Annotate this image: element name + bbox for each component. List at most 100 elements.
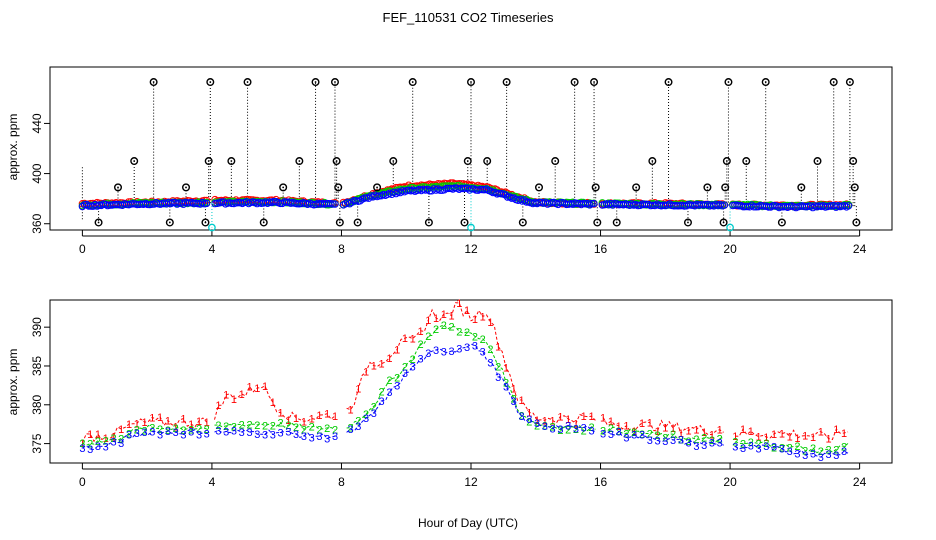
series-2-marker: 2 <box>371 401 377 413</box>
outlier-point <box>114 183 123 192</box>
series-2-marker: 2 <box>316 424 322 436</box>
outlier-point-dot <box>204 221 207 224</box>
series-3-marker: 3 <box>841 446 847 458</box>
outlier-point-dot <box>466 160 469 162</box>
series-2-marker: 2 <box>511 393 517 405</box>
series-2-line <box>735 441 849 454</box>
series-2-marker: 2 <box>449 322 455 334</box>
bottom-y-tick-label: 390 <box>30 317 44 337</box>
outlier-point-dot <box>133 160 136 162</box>
series-3-marker: 3 <box>623 432 629 444</box>
outlier-point-dot <box>411 81 414 83</box>
baseline-blue-point <box>482 185 491 193</box>
series-3-marker: 3 <box>787 446 793 458</box>
series-3-marker: 3 <box>204 429 210 441</box>
series-3-marker: 3 <box>825 449 831 461</box>
series-1-marker: 1 <box>503 362 509 374</box>
outlier-point <box>460 218 469 227</box>
series-2-marker: 2 <box>503 378 509 390</box>
top-y-axis-label: approx. ppm <box>6 114 20 181</box>
outlier-point-dot <box>282 186 285 189</box>
series-3-marker: 3 <box>732 442 738 454</box>
series-1-marker: 1 <box>246 382 252 394</box>
series-2-marker: 2 <box>79 438 85 450</box>
series-1-marker: 1 <box>417 326 423 338</box>
series-3-marker: 3 <box>701 440 707 452</box>
series-1-line <box>81 416 208 444</box>
series-1-marker: 1 <box>511 383 517 395</box>
series-3-marker: 3 <box>511 396 517 408</box>
outlier-point <box>850 183 859 192</box>
outlier-point <box>518 218 527 227</box>
series-2-marker: 2 <box>534 421 540 433</box>
series-3-marker: 3 <box>709 437 715 449</box>
series-3-marker: 3 <box>678 434 684 446</box>
series-2-marker: 2 <box>740 439 746 451</box>
series-2-marker: 2 <box>472 331 478 343</box>
series-1-marker: 1 <box>841 428 847 440</box>
series-2-marker: 2 <box>701 433 707 445</box>
series-3-marker: 3 <box>600 428 606 440</box>
outlier-point-dot <box>505 81 508 83</box>
series-3-marker: 3 <box>557 424 563 436</box>
series-2-marker: 2 <box>833 444 839 456</box>
series-3-marker: 3 <box>456 344 462 356</box>
outlier-point <box>722 157 731 166</box>
baseline-blue-point <box>388 190 396 199</box>
series-1-marker: 1 <box>180 414 186 426</box>
outlier-point <box>353 218 362 227</box>
series-1-marker: 1 <box>616 421 622 433</box>
series-1-marker: 1 <box>542 415 548 427</box>
series-1-marker: 1 <box>363 367 369 379</box>
series-1-marker: 1 <box>756 432 762 444</box>
series-2-marker: 2 <box>495 361 501 373</box>
series-1-marker: 1 <box>239 389 245 401</box>
outlier-point <box>295 157 304 166</box>
series-1-marker: 1 <box>534 415 540 427</box>
outlier-point-dot <box>463 221 466 224</box>
outlier-point-dot <box>651 160 654 162</box>
series-3-marker: 3 <box>79 443 85 455</box>
series-2-marker: 2 <box>678 434 684 446</box>
series-3-marker: 3 <box>316 431 322 443</box>
series-1-marker: 1 <box>231 394 237 406</box>
series-2-marker: 2 <box>110 433 116 445</box>
bottom-x-tick-label: 4 <box>209 475 216 489</box>
series-3-marker: 3 <box>355 421 361 433</box>
series-2-marker: 2 <box>802 446 808 458</box>
series-3-marker: 3 <box>87 444 93 456</box>
series-2-marker: 2 <box>309 422 315 434</box>
bottom-x-tick-label: 0 <box>79 475 86 489</box>
bottom-x-tick-label: 8 <box>338 475 345 489</box>
series-3-marker: 3 <box>180 429 186 441</box>
top-x-tick-label: 12 <box>464 242 478 256</box>
outlier-point <box>483 157 492 166</box>
series-3-marker: 3 <box>581 422 587 434</box>
series-1-marker: 1 <box>402 333 408 345</box>
outlier-point-dot <box>832 81 835 83</box>
series-1-marker: 1 <box>204 417 210 429</box>
outlier-point <box>703 183 712 192</box>
series-3-marker: 3 <box>472 341 478 353</box>
series-3-marker: 3 <box>254 429 260 441</box>
series-1-marker: 1 <box>425 315 431 327</box>
bottom-y-tick-label: 380 <box>30 394 44 414</box>
outlier-point-dot <box>392 160 395 162</box>
outlier-point <box>551 157 560 166</box>
outlier-point-dot <box>262 221 265 224</box>
outlier-point-dot <box>745 160 748 162</box>
outlier-point <box>243 78 252 87</box>
outlier-point <box>612 218 621 227</box>
series-1-marker: 1 <box>678 428 684 440</box>
x-axis-label: Hour of Day (UTC) <box>418 516 518 530</box>
outlier-point <box>149 78 158 87</box>
outlier-point-dot <box>207 160 210 162</box>
series-2-marker: 2 <box>787 443 793 455</box>
outlier-point <box>259 218 268 227</box>
series-1-marker: 1 <box>464 305 470 317</box>
outlier-point-dot <box>635 186 638 189</box>
series-2-marker: 2 <box>103 436 109 448</box>
series-3-marker: 3 <box>550 424 556 436</box>
series-1-marker: 1 <box>581 411 587 423</box>
series-2-marker: 2 <box>670 429 676 441</box>
